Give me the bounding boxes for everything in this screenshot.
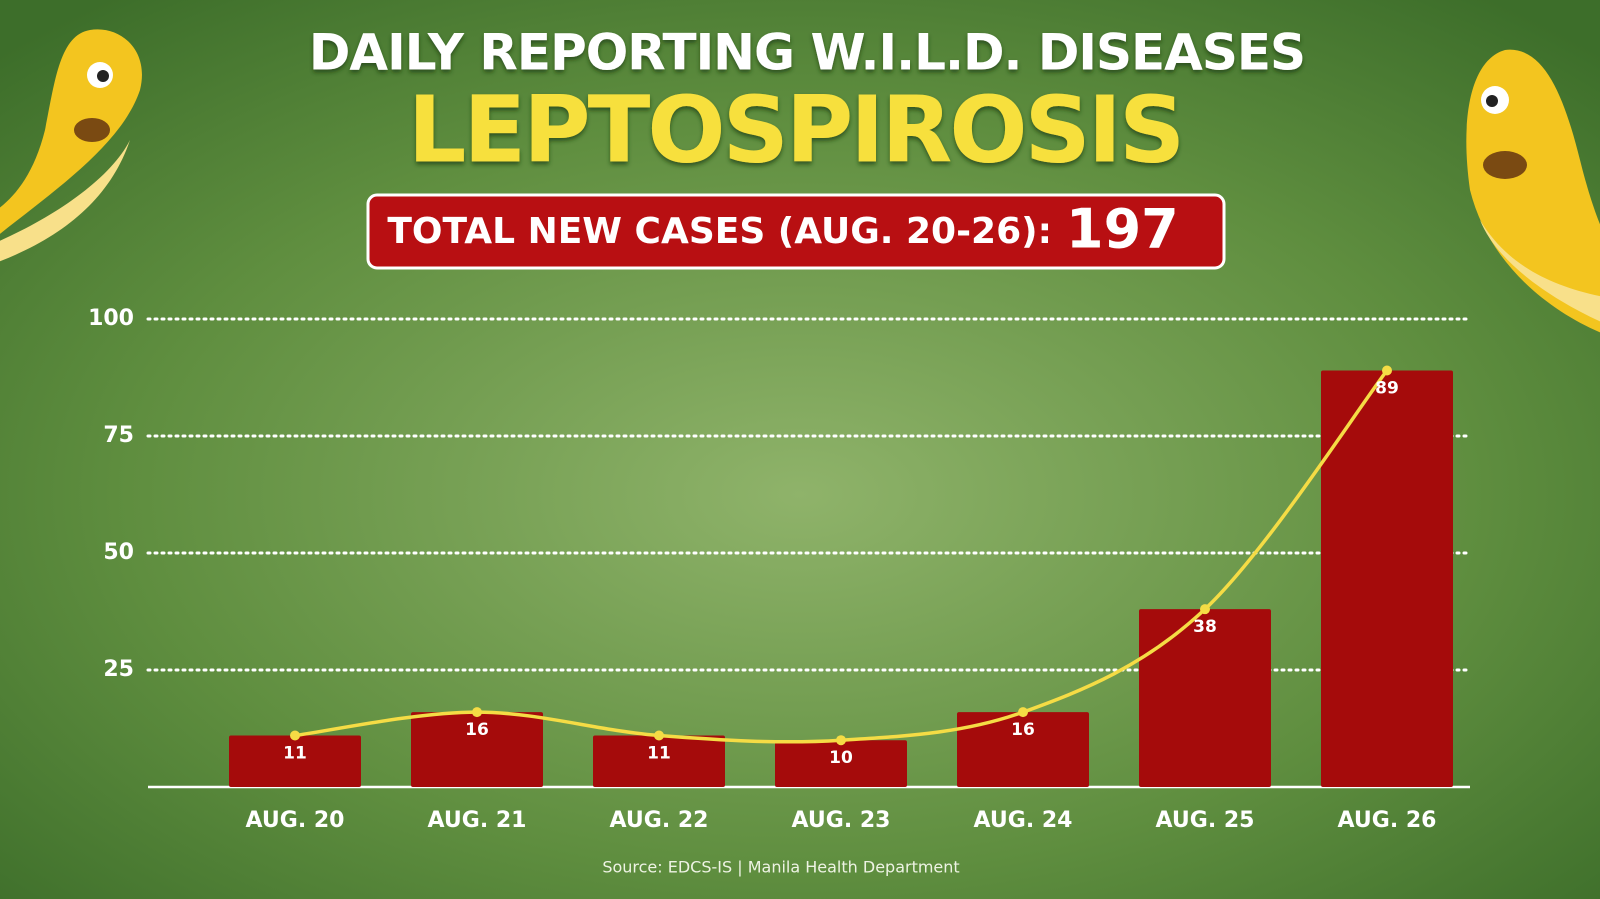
chart-subtitle: LEPTOSPIROSIS <box>408 76 1183 183</box>
value-label: 16 <box>465 720 489 740</box>
value-label: 11 <box>647 744 671 764</box>
total-label: TOTAL NEW CASES (AUG. 20-26): <box>387 211 1052 252</box>
total-banner <box>366 193 1226 270</box>
value-label: 10 <box>829 748 853 768</box>
total-value: 197 <box>1066 198 1179 261</box>
bar <box>593 735 725 787</box>
x-tick-label: AUG. 22 <box>610 808 709 833</box>
y-tick-label: 25 <box>103 657 134 682</box>
trend-dot <box>1200 604 1210 615</box>
value-label: 38 <box>1193 617 1217 637</box>
value-label: 89 <box>1375 378 1399 398</box>
mascot-left <box>0 29 142 262</box>
x-tick-label: AUG. 24 <box>974 808 1073 833</box>
trend-dot <box>1382 365 1392 376</box>
mascot-right <box>1466 49 1600 333</box>
x-tick-label: AUG. 26 <box>1338 808 1437 833</box>
value-label: 16 <box>1011 720 1035 740</box>
x-tick-label: AUG. 23 <box>792 808 891 833</box>
trend-dot <box>472 707 482 718</box>
y-tick-label: 50 <box>103 540 134 565</box>
y-tick-label: 100 <box>88 306 134 331</box>
bar <box>411 712 543 787</box>
bar <box>775 740 907 787</box>
trend-dot <box>836 735 846 746</box>
bar <box>229 735 361 787</box>
trend-dot <box>1018 707 1028 718</box>
x-tick-label: AUG. 20 <box>246 808 345 833</box>
bar <box>1321 370 1453 787</box>
y-tick-label: 75 <box>103 423 134 448</box>
x-tick-label: AUG. 21 <box>428 808 527 833</box>
bar <box>957 712 1089 787</box>
bar <box>1139 609 1271 787</box>
trend-dot <box>654 730 664 741</box>
chart-title: DAILY REPORTING W.I.L.D. DISEASES <box>309 24 1305 82</box>
value-label: 11 <box>283 744 307 764</box>
source-note: Source: EDCS-IS | Manila Health Departme… <box>602 858 959 877</box>
x-tick-label: AUG. 25 <box>1156 808 1255 833</box>
trend-dot <box>290 730 300 741</box>
